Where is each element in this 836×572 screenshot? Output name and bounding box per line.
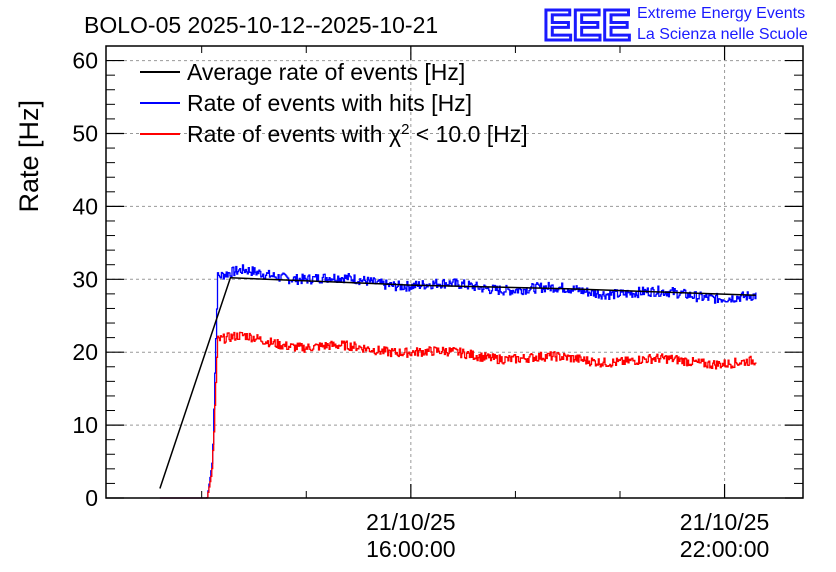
y-tick-label: 50 [72, 120, 98, 146]
legend-label-average: Average rate of events [Hz] [187, 59, 465, 85]
y-tick-label: 40 [72, 193, 98, 219]
logo-line1: Extreme Energy Events [637, 5, 805, 22]
legend-label-chi2: Rate of events with χ2 < 10.0 [Hz] [187, 121, 528, 148]
y-tick-label: 60 [72, 48, 98, 74]
chart-title: BOLO-05 2025-10-12--2025-10-21 [84, 12, 438, 38]
logo-line2: La Scienza nelle Scuole [637, 26, 808, 43]
plot-frame [105, 45, 804, 499]
y-tick-label: 30 [72, 266, 98, 292]
logo-mark: EEE [543, 1, 631, 50]
ticks-layer: 010203040506021/10/2516:00:0021/10/2522:… [72, 45, 803, 562]
x-tick-time: 16:00:00 [366, 536, 456, 562]
x-tick-date: 21/10/25 [366, 509, 456, 535]
legend: Average rate of events [Hz] Rate of even… [140, 59, 528, 147]
series-layer [159, 264, 757, 499]
y-tick-label: 10 [72, 412, 98, 438]
x-tick-time: 22:00:00 [680, 536, 770, 562]
series-line-average [159, 277, 756, 489]
eee-logo: EEE Extreme Energy Events La Scienza nel… [542, 0, 808, 52]
series-line-hits [159, 264, 757, 499]
series-line-chi2 [159, 331, 757, 499]
x-tick-date: 21/10/25 [680, 509, 770, 535]
y-tick-label: 20 [72, 339, 98, 365]
y-tick-label: 0 [85, 485, 98, 511]
y-axis-title: Rate [Hz] [14, 100, 44, 213]
legend-label-hits: Rate of events with hits [Hz] [187, 90, 472, 116]
